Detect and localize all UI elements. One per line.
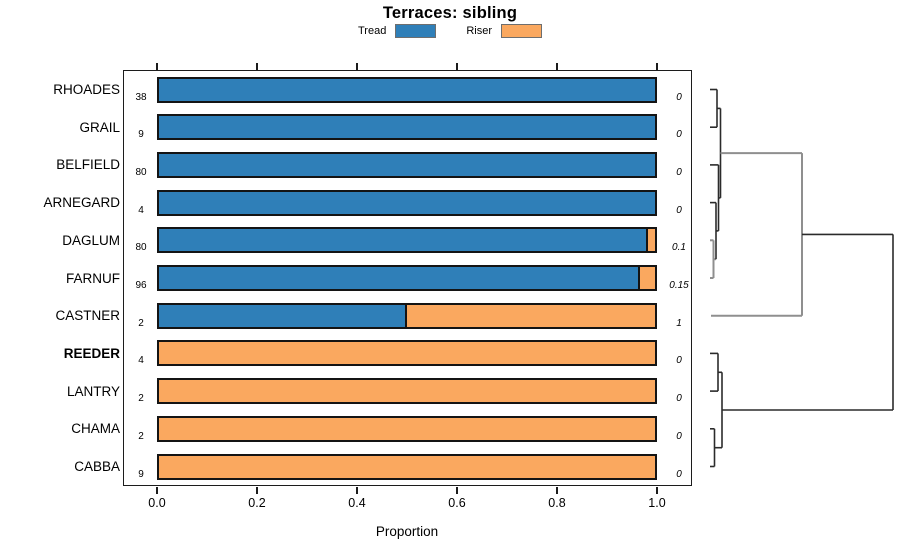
riser-segment bbox=[640, 267, 655, 289]
n-value: 9 bbox=[138, 129, 144, 141]
x-axis-title: Proportion bbox=[375, 524, 439, 539]
tread-segment bbox=[159, 78, 655, 101]
y-axis-label: DAGLUM bbox=[62, 232, 120, 248]
riser-segment bbox=[407, 304, 655, 327]
x-axis-tick-label: 0.2 bbox=[248, 496, 266, 510]
x-axis-tick-label: 0.4 bbox=[348, 496, 366, 510]
legend-label: Tread bbox=[358, 25, 387, 37]
h-value: 1 bbox=[676, 317, 682, 329]
n-value: 80 bbox=[135, 166, 147, 178]
y-axis-label: ARNEGARD bbox=[43, 195, 120, 211]
h-value: 0 bbox=[676, 204, 682, 216]
stacked-bar bbox=[157, 227, 657, 254]
y-axis-label: REEDER bbox=[63, 345, 120, 361]
x-axis-tick-top bbox=[256, 63, 258, 70]
n-value: 38 bbox=[135, 91, 147, 103]
n-value: 2 bbox=[138, 317, 144, 329]
y-axis-label: FARNUF bbox=[66, 270, 120, 286]
n-value: 96 bbox=[135, 280, 147, 291]
x-axis-tick bbox=[456, 487, 458, 494]
h-value: 0 bbox=[676, 166, 682, 178]
x-axis-tick bbox=[356, 487, 358, 494]
stacked-bar bbox=[157, 415, 657, 442]
riser-segment bbox=[159, 455, 655, 478]
legend-swatch-tread bbox=[395, 24, 437, 38]
stacked-bar bbox=[157, 453, 657, 480]
x-axis-tick bbox=[156, 487, 158, 494]
riser-segment bbox=[159, 417, 655, 440]
stacked-bar bbox=[157, 378, 657, 405]
h-value: 0 bbox=[676, 393, 682, 405]
tread-segment bbox=[159, 191, 655, 214]
legend: Tread Riser bbox=[0, 24, 900, 38]
riser-segment bbox=[159, 380, 655, 403]
n-value: 2 bbox=[138, 393, 144, 405]
x-axis-tick bbox=[656, 487, 658, 494]
y-axis-label: GRAIL bbox=[79, 119, 120, 135]
stacked-bar bbox=[157, 189, 657, 216]
stacked-bar bbox=[157, 302, 657, 329]
n-column-header bbox=[126, 74, 160, 87]
tread-segment bbox=[159, 116, 655, 139]
chart-title: Terraces: sibling bbox=[382, 4, 518, 22]
y-axis-label: RHOADES bbox=[53, 82, 120, 97]
y-axis-label: CHAMA bbox=[71, 421, 120, 437]
h-value: 0.1 bbox=[672, 242, 686, 254]
stacked-bar bbox=[157, 114, 657, 141]
x-axis-tick-label: 0.0 bbox=[148, 496, 166, 510]
x-axis-tick-top bbox=[456, 63, 458, 70]
riser-segment bbox=[159, 342, 655, 365]
n-value: 2 bbox=[138, 430, 144, 442]
y-axis-label: BELFIELD bbox=[56, 157, 120, 173]
tread-segment bbox=[159, 229, 648, 252]
tread-segment bbox=[159, 304, 407, 327]
h-value: 0.15 bbox=[669, 280, 689, 291]
y-axis-label: LANTRY bbox=[66, 383, 120, 399]
stacked-bar bbox=[157, 340, 657, 367]
x-axis-tick bbox=[556, 487, 558, 494]
n-value: 4 bbox=[138, 204, 144, 216]
n-value: 4 bbox=[138, 355, 144, 367]
x-axis-tick-top bbox=[656, 63, 658, 70]
legend-item: Tread bbox=[358, 24, 437, 38]
x-axis-tick-label: 0.8 bbox=[548, 496, 566, 510]
y-axis-label: CABBA bbox=[74, 459, 120, 474]
y-axis-label: CASTNER bbox=[55, 308, 120, 324]
stacked-bar bbox=[157, 76, 657, 103]
h-value: 0 bbox=[676, 430, 682, 442]
x-axis-tick-label: 0.6 bbox=[448, 496, 466, 510]
x-axis-tick bbox=[256, 487, 258, 494]
h-value: 0 bbox=[676, 355, 682, 367]
riser-segment bbox=[647, 229, 655, 252]
x-axis-tick-top bbox=[556, 63, 558, 70]
h-value: 0 bbox=[676, 468, 682, 480]
stacked-bar bbox=[157, 151, 657, 178]
plot-area-frame bbox=[123, 70, 692, 486]
n-value: 9 bbox=[138, 468, 144, 480]
n-value: 80 bbox=[135, 242, 147, 254]
stacked-bar bbox=[157, 265, 657, 291]
legend-item: Riser bbox=[466, 24, 542, 38]
h-value: 0 bbox=[676, 129, 682, 141]
x-axis-tick-top bbox=[356, 63, 358, 70]
legend-swatch-riser bbox=[501, 24, 542, 38]
legend-label: Riser bbox=[466, 25, 492, 37]
tread-segment bbox=[159, 153, 655, 176]
x-axis-tick-label: 1.0 bbox=[648, 496, 666, 510]
h-value: 0 bbox=[676, 91, 682, 103]
x-axis-tick-top bbox=[156, 63, 158, 70]
h-column-header bbox=[662, 74, 696, 87]
tread-segment bbox=[159, 267, 641, 289]
